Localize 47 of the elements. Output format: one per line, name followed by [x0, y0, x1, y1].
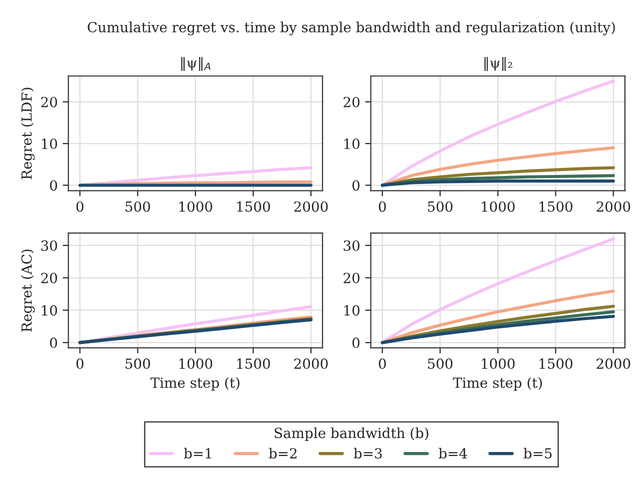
x-tick-label: 1000: [482, 201, 515, 212]
x-tick-label: 2000: [596, 358, 630, 369]
y-axis-title: Regret (LDF): [21, 88, 35, 180]
x-tick-label: 0: [76, 201, 84, 212]
x-tick-label: 0: [378, 201, 386, 212]
x-axis-title: Time step (t): [150, 377, 240, 391]
y-tick-label: 30: [344, 240, 360, 251]
x-tick-label: 2000: [596, 201, 630, 212]
x-tick-label: 1500: [540, 201, 572, 212]
y-tick-label: 20: [344, 272, 360, 284]
x-tick-label: 1000: [179, 358, 212, 369]
y-tick-label: 0: [352, 180, 360, 191]
x-tick-label: 1000: [179, 201, 212, 212]
y-tick-label: 20: [41, 272, 58, 284]
y-tick-label: 0: [50, 180, 58, 191]
y-tick-label: 10: [42, 305, 58, 316]
y-tick-label: 10: [344, 138, 360, 150]
y-tick-label: 10: [344, 305, 360, 316]
legend-label: b=3: [354, 448, 382, 459]
x-tick-label: 1500: [237, 358, 270, 369]
x-tick-label: 2000: [294, 201, 328, 212]
y-tick-label: 0: [352, 338, 360, 348]
y-tick-label: 10: [42, 138, 58, 150]
x-tick-label: 1000: [482, 358, 515, 369]
legend-label: b=4: [438, 448, 468, 459]
x-tick-label: 1500: [237, 201, 270, 212]
x-tick-label: 0: [378, 358, 386, 369]
x-tick-label: 2000: [294, 358, 328, 369]
x-tick-label: 500: [428, 358, 452, 369]
y-tick-label: 20: [344, 96, 360, 108]
legend-label: b=1: [184, 448, 211, 459]
x-tick-label: 500: [126, 201, 150, 212]
chart-title: ‖ψ‖$_{A}$: [181, 56, 210, 71]
y-tick-label: 0: [50, 338, 58, 348]
legend-label: b=2: [268, 448, 297, 459]
chart-title: ‖ψ‖₂: [484, 57, 512, 71]
y-axis-title: Regret (AC): [21, 250, 35, 332]
x-axis-title: Time step (t): [452, 377, 542, 391]
x-tick-label: 1500: [540, 358, 572, 369]
y-tick-label: 20: [41, 96, 58, 108]
x-tick-label: 500: [126, 358, 150, 369]
legend-label: b=5: [524, 448, 552, 459]
x-tick-label: 0: [76, 358, 84, 369]
legend-title: Sample bandwidth (b): [274, 427, 428, 441]
y-tick-label: 30: [41, 240, 58, 251]
text: Cumulative regret vs. time by sample bandwidth and regularization (unity): [88, 22, 615, 36]
x-tick-label: 500: [428, 201, 452, 212]
